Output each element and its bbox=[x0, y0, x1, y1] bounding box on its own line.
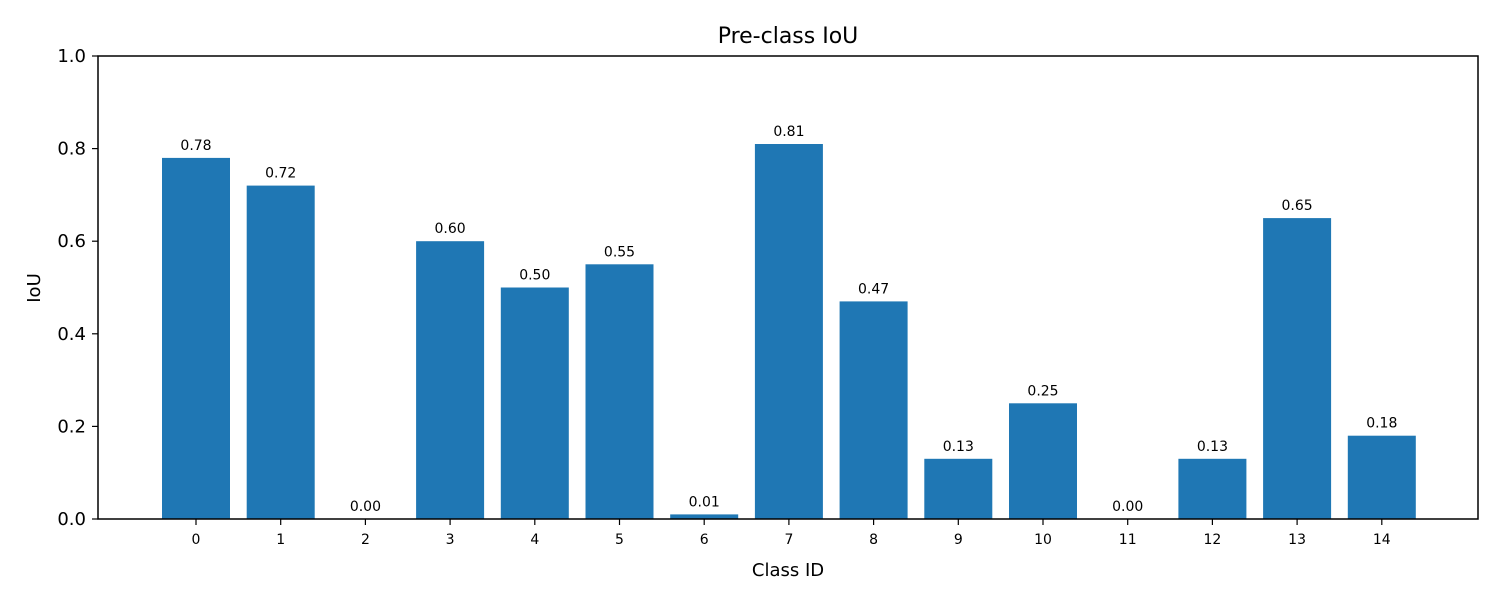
bar-class-1 bbox=[246, 185, 315, 519]
y-axis: 0.0 0.2 0.4 0.6 0.8 1.0 bbox=[57, 46, 98, 530]
x-tick-label: 2 bbox=[361, 532, 370, 548]
data-label-class-10: 0.25 bbox=[1027, 383, 1058, 399]
x-tick-label: 13 bbox=[1288, 532, 1306, 548]
x-tick-label: 1 bbox=[276, 532, 285, 548]
x-tick-label: 14 bbox=[1373, 532, 1391, 548]
bar-class-0 bbox=[162, 157, 230, 519]
data-label-class-12: 0.13 bbox=[1197, 439, 1228, 455]
chart-title: Pre-class IoU bbox=[718, 24, 859, 49]
data-label-class-5: 0.55 bbox=[604, 244, 635, 260]
bar-class-4 bbox=[500, 287, 569, 519]
x-tick-label: 4 bbox=[530, 532, 539, 548]
bar-class-6 bbox=[670, 514, 739, 519]
bars-layer bbox=[162, 144, 1416, 520]
y-axis-label: IoU bbox=[24, 273, 45, 303]
x-tick-label: 12 bbox=[1203, 532, 1221, 548]
bar-class-3 bbox=[416, 241, 485, 519]
x-tick-label: 5 bbox=[615, 532, 624, 548]
x-tick-label: 9 bbox=[954, 532, 963, 548]
data-label-class-9: 0.13 bbox=[943, 439, 974, 455]
data-label-class-3: 0.60 bbox=[435, 221, 466, 237]
data-label-class-1: 0.72 bbox=[265, 166, 296, 182]
data-label-class-0: 0.78 bbox=[180, 138, 211, 154]
bar-class-12 bbox=[1178, 458, 1247, 519]
y-tick-label: 0.6 bbox=[57, 231, 86, 252]
bar-class-10 bbox=[1009, 403, 1077, 520]
x-axis: 0 1 2 3 4 5 6 7 8 9 10 11 12 13 14 bbox=[192, 519, 1391, 548]
y-tick-label: 0.4 bbox=[57, 324, 86, 345]
data-label-class-14: 0.18 bbox=[1366, 416, 1397, 432]
data-labels-layer: 0.78 0.72 0.00 0.60 0.50 0.55 0.01 0.81 0.47 0.13… bbox=[180, 124, 1397, 515]
data-label-class-2: 0.00 bbox=[350, 499, 381, 515]
bar-class-14 bbox=[1347, 435, 1416, 519]
y-tick-label: 0.8 bbox=[57, 139, 86, 160]
bar-class-8 bbox=[839, 301, 908, 519]
bar-class-7 bbox=[754, 144, 823, 519]
x-axis-label: Class ID bbox=[752, 560, 824, 581]
data-label-class-8: 0.47 bbox=[858, 281, 889, 297]
y-tick-label: 0.0 bbox=[57, 509, 86, 530]
plot-frame bbox=[97, 55, 1479, 520]
x-tick-label: 3 bbox=[446, 532, 455, 548]
data-label-class-4: 0.50 bbox=[519, 268, 550, 284]
data-label-class-7: 0.81 bbox=[773, 124, 804, 140]
x-tick-label: 8 bbox=[869, 532, 878, 548]
y-tick-label: 0.2 bbox=[57, 416, 86, 437]
x-tick-label: 7 bbox=[784, 532, 793, 548]
x-tick-label: 11 bbox=[1119, 532, 1137, 548]
bar-class-9 bbox=[924, 458, 993, 519]
data-label-class-13: 0.65 bbox=[1282, 198, 1313, 214]
data-label-class-6: 0.01 bbox=[689, 494, 720, 510]
y-tick-label: 1.0 bbox=[57, 46, 86, 67]
bar-class-5 bbox=[585, 264, 654, 519]
x-tick-label: 0 bbox=[192, 532, 201, 548]
x-tick-label: 6 bbox=[700, 532, 709, 548]
x-tick-label: 10 bbox=[1034, 532, 1052, 548]
bar-class-13 bbox=[1263, 218, 1332, 519]
data-label-class-11: 0.00 bbox=[1112, 499, 1143, 515]
